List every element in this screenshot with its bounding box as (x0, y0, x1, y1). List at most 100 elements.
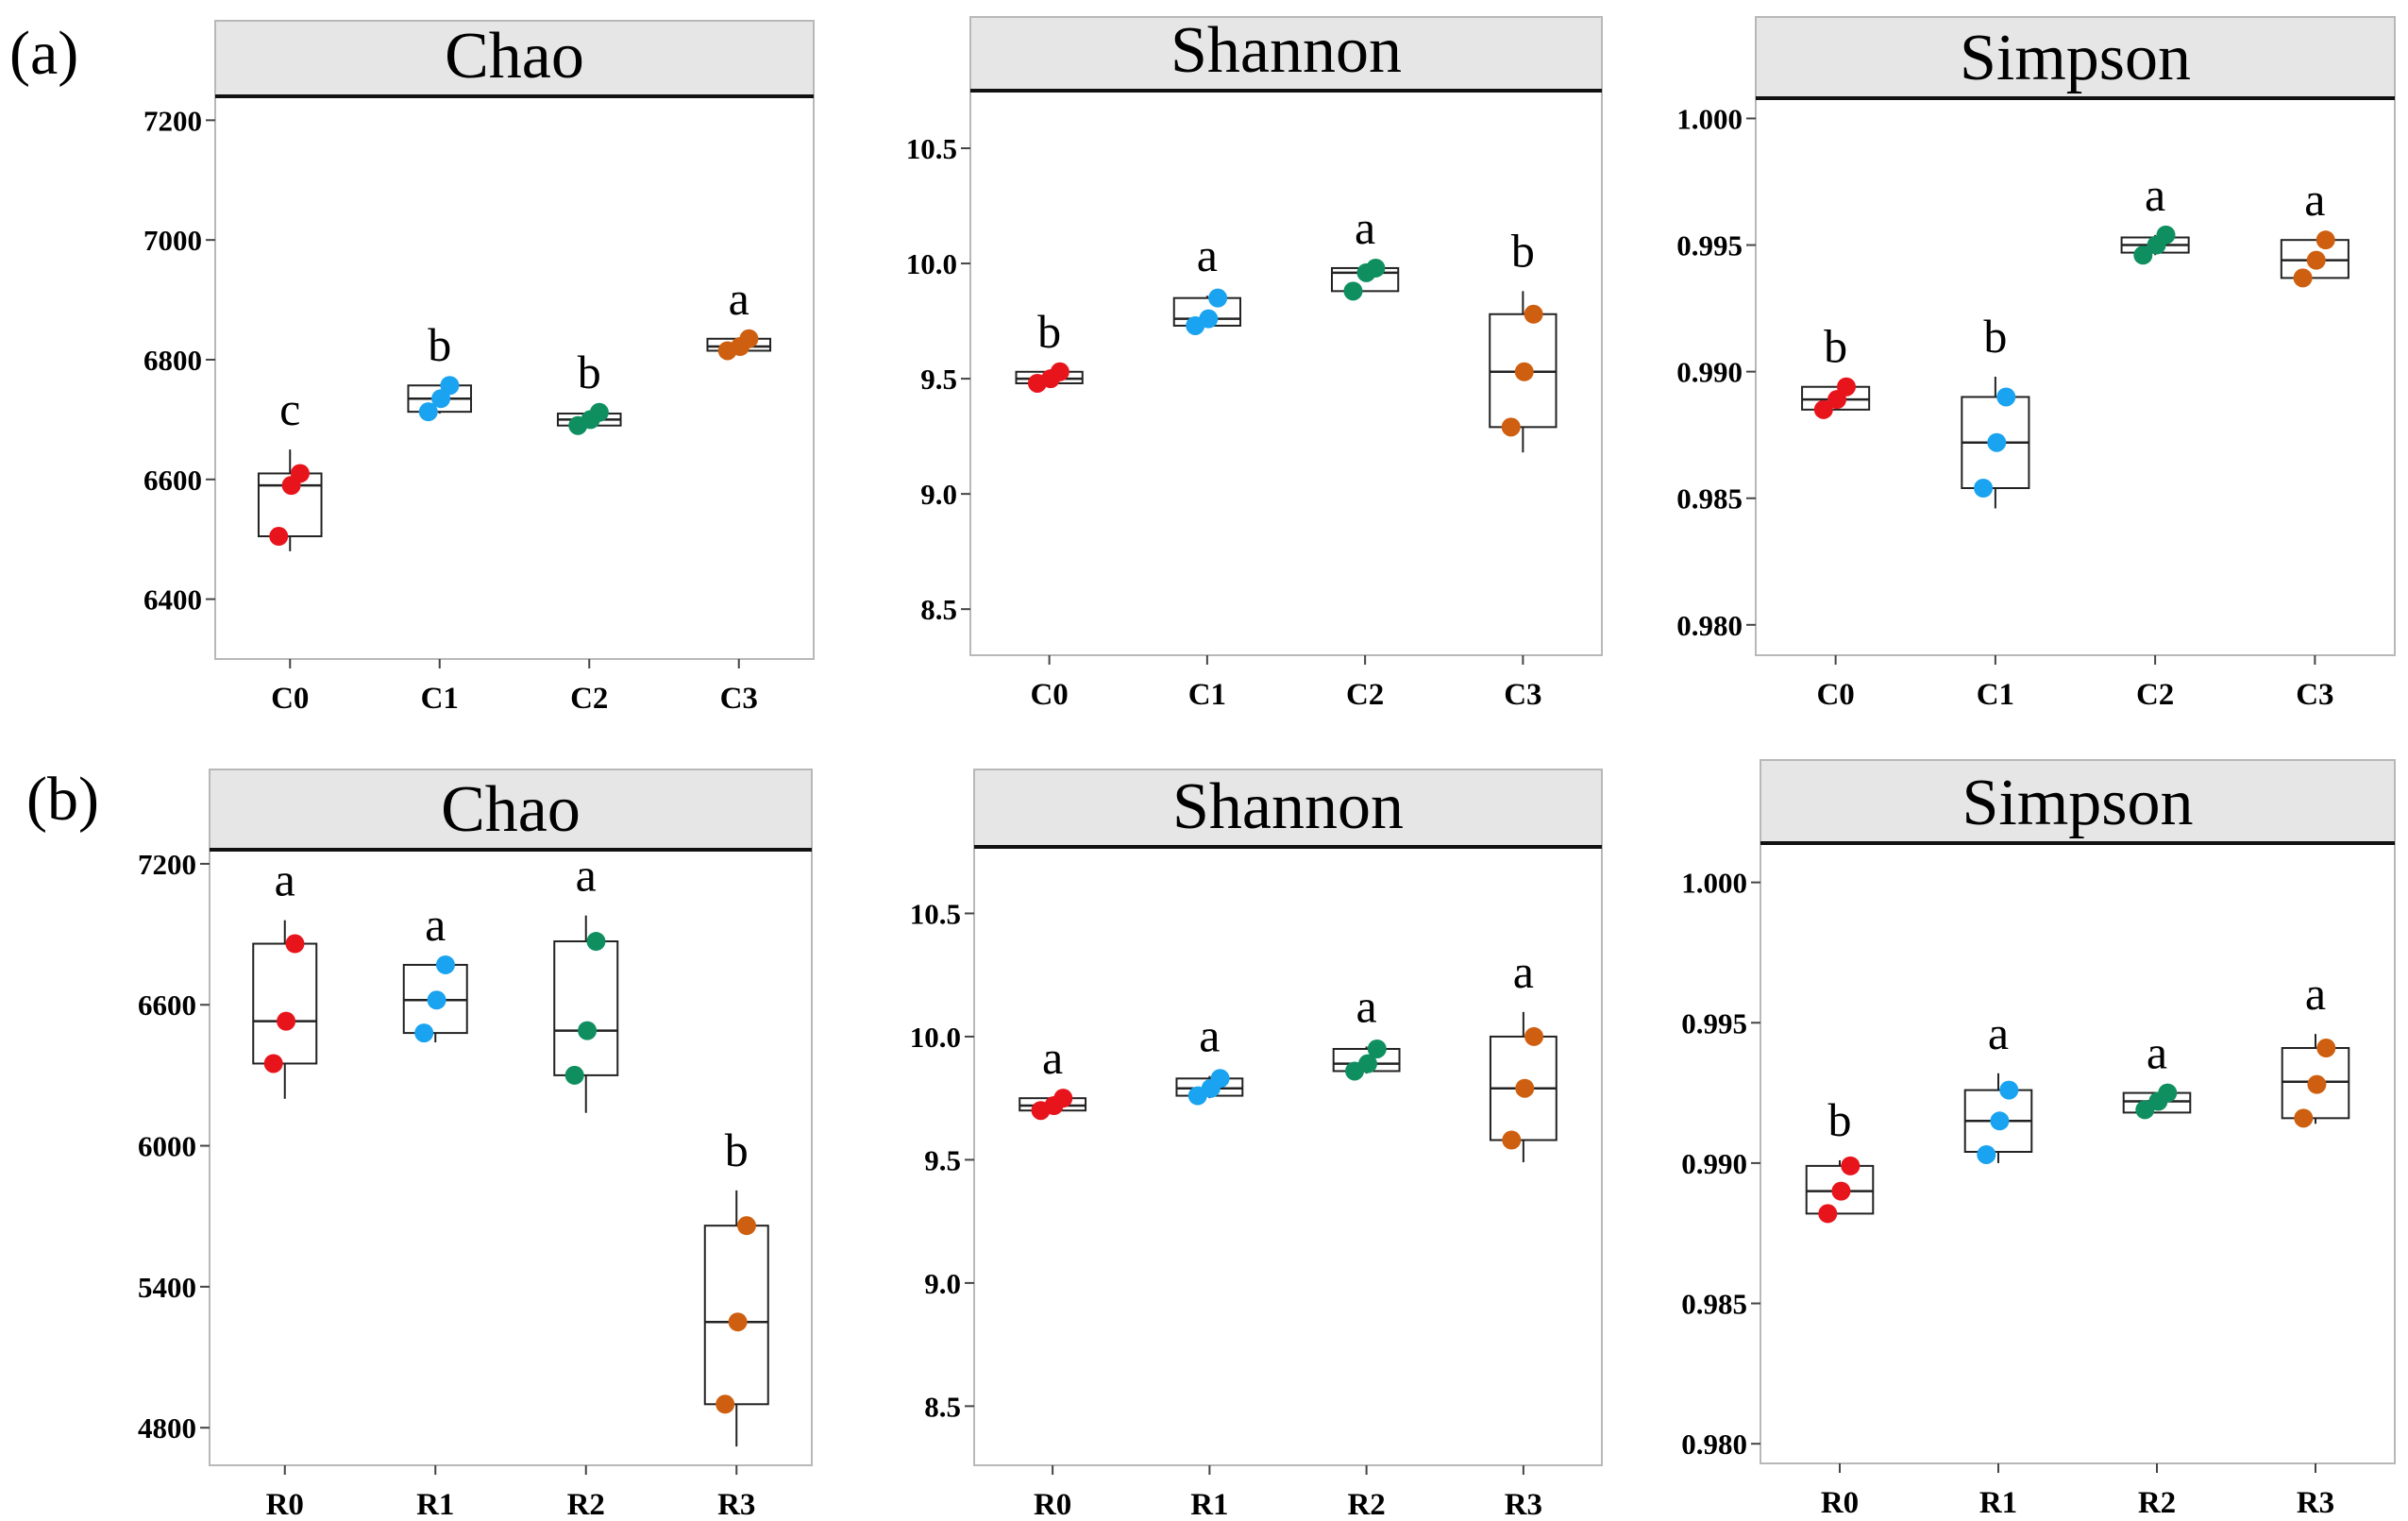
data-point (1987, 432, 2007, 452)
chart-2-ytick-label: 10.5 (906, 132, 957, 165)
box-iqr (553, 940, 619, 1076)
data-point (1836, 377, 1856, 397)
chart-2-box-C0: b (1015, 305, 1084, 393)
chart-2-title: Shannon (1170, 14, 1402, 87)
significance-letter: a (1356, 979, 1377, 1032)
chart-6-ytick-label: 0.980 (1681, 1428, 1747, 1461)
significance-letter: a (729, 272, 749, 325)
data-point (1524, 304, 1543, 324)
data-point (1366, 258, 1386, 278)
chart-6-title: Simpson (1962, 767, 2193, 839)
significance-letter: a (576, 849, 597, 902)
chart-4-xtick-label: R0 (266, 1488, 304, 1521)
chart-6-box-R3: a (2281, 967, 2350, 1128)
data-point (1515, 1078, 1535, 1098)
chart-6-xtick-label: R1 (1979, 1486, 2017, 1520)
chart-5-xtick-label: R3 (1505, 1488, 1542, 1521)
chart-2-box-C3: b (1489, 224, 1558, 453)
chart-4-ytick-label: 5400 (138, 1271, 196, 1304)
data-point (1210, 1069, 1230, 1089)
chart-6-xtick-label: R3 (2297, 1486, 2334, 1520)
chart-2-ytick-label: 9.0 (920, 478, 957, 511)
data-point (435, 955, 455, 974)
chart-5-strip (973, 769, 1603, 848)
chart-4-box-R1: a (402, 898, 468, 1043)
chart-5-plot-area (973, 846, 1603, 1466)
data-point (2158, 1083, 2178, 1103)
chart-5-box-R1: a (1175, 1009, 1244, 1106)
chart-3-ytick-label: 1.000 (1676, 102, 1743, 135)
chart-3-ytick-label: 0.995 (1676, 229, 1743, 262)
significance-letter: a (1988, 1006, 2009, 1059)
chart-3: Simpson 0.980 0.985 0.990 0.995 1.000 C0 C1 C2 C3… (1676, 16, 2396, 712)
chart-6-box-R2: a (2122, 1026, 2192, 1120)
data-point (263, 1054, 283, 1073)
chart-3-xtick-label: C1 (1977, 678, 2014, 712)
significance-letter: b (1983, 310, 2007, 363)
chart-5-ytick-label: 8.5 (924, 1390, 961, 1423)
chart-3-xtick-label: C2 (2136, 678, 2174, 712)
data-point (716, 1394, 735, 1414)
chart-2: Shannon 8.5 9.0 9.5 10.0 10.5 C0 C1 C2 C3 b a a b (906, 14, 1603, 712)
chart-4-xtick-label: R3 (717, 1488, 755, 1521)
chart-4-box-R3: b (703, 1124, 769, 1447)
data-point (1514, 362, 1534, 381)
panel-label-a: (a) (9, 19, 78, 88)
chart-1-xtick-label: C3 (720, 682, 758, 716)
data-point (1199, 309, 1219, 329)
data-point (285, 934, 305, 954)
data-point (736, 1216, 756, 1236)
chart-4-ytick-label: 4800 (138, 1411, 196, 1445)
data-point (1831, 1181, 1851, 1201)
data-point (1358, 1054, 1378, 1073)
chart-4-ytick-label: 6000 (138, 1130, 196, 1163)
chart-3-box-C3: a (2280, 173, 2349, 288)
significance-letter: a (1355, 201, 1375, 254)
significance-letter: a (1042, 1031, 1063, 1084)
chart-3-box-C2: a (2120, 168, 2190, 265)
chart-1-ytick-label: 6600 (143, 464, 202, 497)
significance-letter: a (1513, 945, 1534, 998)
chart-6-plot-area (1760, 842, 2396, 1464)
chart-4-ytick-label: 6600 (138, 989, 196, 1022)
data-point (2316, 1039, 2336, 1058)
data-point (2133, 245, 2153, 265)
chart-5-box-R3: a (1489, 945, 1558, 1163)
data-point (1524, 1026, 1544, 1046)
significance-letter: b (725, 1124, 749, 1176)
chart-6-box-R0: b (1805, 1093, 1875, 1224)
chart-4-box-R2: a (553, 849, 619, 1113)
chart-2-ytick-label: 8.5 (920, 593, 957, 626)
chart-4-box-R0: a (252, 853, 318, 1099)
chart-3-xtick-label: C0 (1816, 678, 1854, 712)
chart-5-box-R2: a (1332, 979, 1401, 1081)
data-point (1367, 1039, 1387, 1058)
chart-1-ytick-label: 6800 (143, 344, 202, 377)
significance-letter: a (2304, 173, 2325, 226)
chart-2-box-C2: a (1331, 201, 1400, 301)
data-point (1996, 387, 2016, 407)
data-point (277, 1011, 296, 1031)
chart-3-box-C0: b (1801, 320, 1871, 419)
data-point (414, 1023, 434, 1043)
chart-4-ytick-label: 7200 (138, 848, 196, 881)
data-point (578, 1021, 598, 1040)
significance-letter: a (1199, 1009, 1220, 1062)
chart-1-plot-area (214, 95, 815, 660)
chart-3-ytick-label: 0.985 (1676, 482, 1743, 515)
data-point (440, 376, 460, 396)
data-point (269, 527, 289, 547)
data-point (2307, 1074, 2327, 1094)
chart-4-title: Chao (441, 773, 581, 846)
chart-2-xtick-label: C3 (1504, 678, 1541, 712)
data-point (2294, 1108, 2314, 1128)
chart-6-ytick-label: 0.985 (1681, 1288, 1747, 1321)
significance-letter: a (2305, 967, 2326, 1020)
chart-6-box-R1: a (1963, 1006, 2033, 1164)
chart-6-xtick-label: R2 (2138, 1486, 2176, 1520)
chart-3-ytick-label: 0.980 (1676, 609, 1743, 642)
chart-5-ytick-label: 10.5 (910, 897, 961, 930)
data-point (2306, 250, 2326, 270)
chart-5-xtick-label: R1 (1190, 1488, 1228, 1521)
data-point (1990, 1111, 2010, 1131)
